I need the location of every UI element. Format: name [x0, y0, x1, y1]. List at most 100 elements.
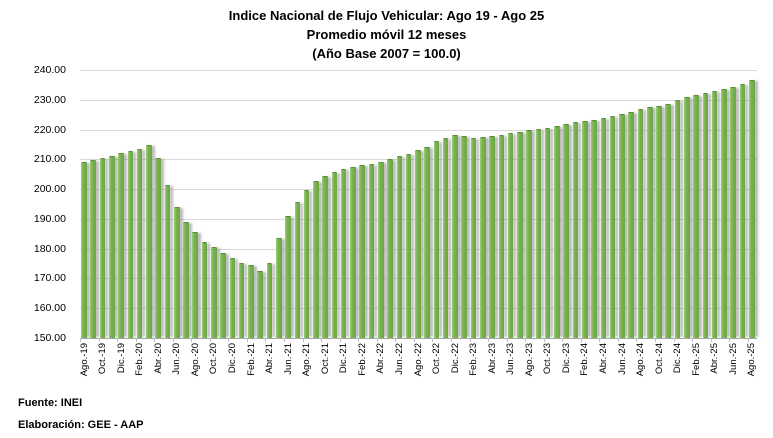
- x-axis-tick-label: Jun.-21: [282, 343, 294, 375]
- bar: [730, 86, 736, 338]
- bar: [748, 80, 755, 338]
- bar: [118, 153, 124, 338]
- x-axis-tick-label: Ago.-22: [412, 343, 424, 377]
- gridline: [80, 129, 757, 131]
- y-axis-tick-label: 240.00: [33, 64, 66, 76]
- x-axis-tick-label: Abr.-20: [152, 343, 164, 374]
- x-axis-tick-label: Abr.-24: [597, 343, 609, 374]
- bar: [266, 263, 273, 338]
- bar: [285, 216, 291, 338]
- x-axis-tick-label: Ago.-19: [78, 343, 90, 377]
- bar: [628, 111, 634, 338]
- bar: [146, 144, 152, 338]
- x-axis-tick-mark: [450, 338, 452, 342]
- bar: [563, 124, 570, 338]
- chart-title: Indice Nacional de Flujo Vehicular: Ago …: [0, 6, 773, 63]
- x-axis-tick-label: Dic.-19: [115, 343, 127, 374]
- bar: [81, 162, 87, 338]
- bar: [201, 242, 208, 338]
- x-axis-tick-mark: [469, 338, 471, 342]
- y-axis-tick-label: 180.00: [33, 242, 66, 255]
- y-axis-tick-label: 200.00: [33, 183, 66, 196]
- x-axis-tick-mark: [80, 338, 81, 342]
- bar: [387, 158, 393, 338]
- x-axis-tick-mark: [692, 338, 694, 342]
- y-axis-tick-label: 230.00: [33, 93, 66, 106]
- x-axis-tick-mark: [228, 338, 230, 342]
- bar: [164, 184, 171, 338]
- x-axis-tick-mark: [376, 338, 378, 342]
- x-axis-tick-label: Feb.-24: [579, 343, 591, 376]
- bar: [368, 163, 375, 338]
- bar: [211, 246, 217, 338]
- bar: [619, 113, 625, 338]
- bar: [377, 161, 384, 338]
- bar: [313, 181, 319, 338]
- x-axis-tick-mark: [265, 338, 267, 342]
- bar: [637, 109, 644, 338]
- x-axis-tick-mark: [432, 338, 434, 342]
- bar: [498, 134, 505, 338]
- y-axis-tick-label: 220.00: [33, 123, 66, 136]
- x-axis-tick-label: Ago.-20: [189, 343, 201, 377]
- x-axis-tick-label: Oct.-21: [319, 343, 331, 375]
- chart-title-line-3: (Año Base 2007 = 100.0): [312, 46, 461, 61]
- x-axis-tick-label: Jun.-24: [616, 343, 628, 375]
- x-axis-tick-mark: [98, 338, 100, 342]
- bar: [646, 107, 653, 338]
- x-axis-tick-label: Dic.-21: [338, 343, 350, 374]
- x-axis-tick-label: Feb.-20: [134, 343, 146, 376]
- bar: [238, 262, 245, 338]
- x-axis-tick-label: Jun.-22: [393, 343, 405, 375]
- bar: [461, 135, 468, 338]
- x-axis-tick-mark: [339, 338, 341, 342]
- chart-title-line-2: Promedio móvil 12 meses: [306, 27, 467, 42]
- x-axis-tick-label: Ago.-21: [301, 343, 313, 377]
- bar: [442, 137, 449, 338]
- bar: [609, 115, 616, 338]
- bar: [554, 125, 560, 338]
- bar: [739, 83, 746, 338]
- bar: [275, 237, 282, 338]
- x-axis-tick-label: Oct.-20: [208, 343, 220, 375]
- x-axis-tick-label: Ago.-25: [746, 343, 758, 377]
- x-axis-tick-label: Dic.-24: [672, 343, 684, 374]
- bar: [526, 129, 532, 338]
- x-axis-tick-mark: [673, 338, 675, 342]
- bar: [711, 90, 718, 338]
- bar: [674, 100, 681, 338]
- bar: [517, 131, 523, 338]
- bar: [405, 153, 412, 338]
- bar: [303, 189, 310, 338]
- bar: [90, 160, 97, 338]
- x-axis-tick-label: Oct.-24: [653, 343, 665, 375]
- bar: [136, 148, 143, 338]
- x-axis-tick-mark: [302, 338, 304, 342]
- x-axis-tick-mark: [395, 338, 397, 342]
- bar: [183, 221, 189, 338]
- x-axis-tick-label: Abr.-25: [709, 343, 721, 374]
- x-axis-tick-label: Oct.-19: [97, 343, 109, 375]
- bar: [99, 157, 106, 338]
- x-axis-tick-label: Dic.-20: [227, 343, 239, 374]
- x-axis-tick-mark: [135, 338, 137, 342]
- x-axis-tick-mark: [246, 338, 248, 342]
- x-axis-tick-label: Jun.-25: [727, 343, 739, 375]
- bar: [470, 137, 477, 338]
- bar: [479, 136, 486, 338]
- x-axis-tick-label: Feb.-22: [356, 343, 368, 376]
- x-axis-tick-mark: [154, 338, 156, 342]
- plot-area: [80, 70, 757, 339]
- bar: [702, 92, 709, 338]
- x-axis-tick-mark: [191, 338, 193, 342]
- x-axis-tick-mark: [488, 338, 490, 342]
- bar: [322, 175, 328, 338]
- bar: [173, 207, 180, 338]
- x-axis-tick-label: Ago.-23: [523, 343, 535, 377]
- x-axis-tick-label: Abr.-23: [486, 343, 498, 374]
- gridline: [80, 70, 757, 71]
- y-axis-tick-label: 210.00: [33, 153, 66, 166]
- x-axis-tick-mark: [710, 338, 712, 342]
- x-axis-tick-mark: [358, 338, 360, 342]
- bar: [257, 270, 263, 338]
